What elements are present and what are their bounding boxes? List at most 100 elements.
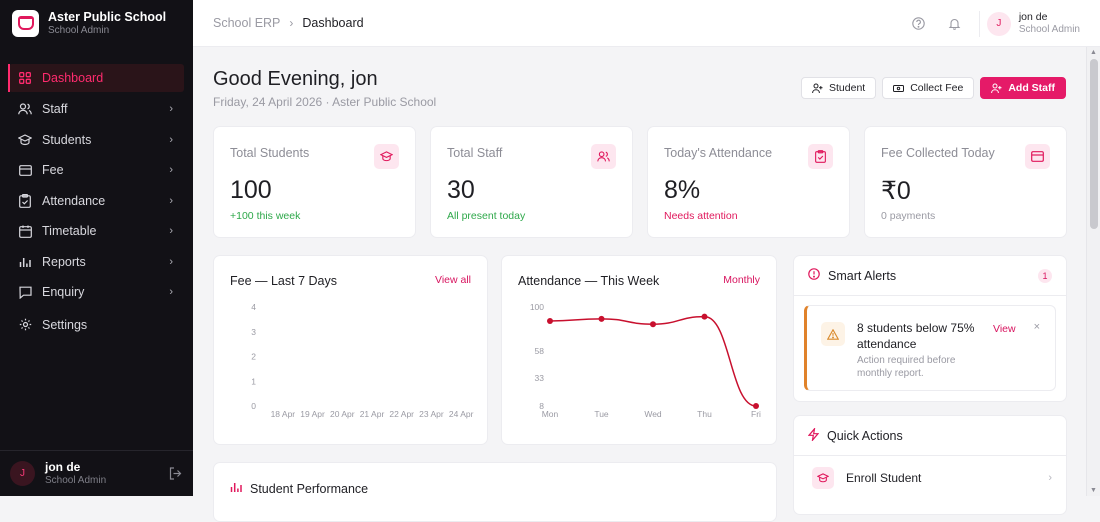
panel-title: Student Performance — [250, 481, 369, 496]
stat-card-fee[interactable]: Fee Collected Today ₹0 0 payments — [864, 126, 1067, 238]
sidebar-nav: Dashboard Staff › Students › Fee › — [0, 64, 193, 340]
brand-subtitle: School Admin — [48, 24, 110, 36]
clipboard-icon — [18, 193, 32, 208]
brand[interactable]: Aster Public School School Admin — [0, 0, 193, 46]
x-tick-label: 22 Apr — [389, 409, 414, 419]
y-tick-label: 100 — [530, 302, 544, 312]
scroll-up-icon[interactable]: ▲ — [1090, 49, 1097, 56]
stat-card-students[interactable]: Total Students 100 +100 this week — [213, 126, 416, 238]
fee-chart-panel: Fee — Last 7 Days View all 4 3 2 1 0 18 Apr 19… — [213, 255, 488, 445]
page-title: Good Evening, jon — [213, 68, 378, 90]
x-tick-label: 18 Apr — [271, 409, 296, 419]
credit-card-icon — [1025, 144, 1050, 169]
y-tick-label: 33 — [535, 373, 545, 383]
school-logo-icon — [12, 9, 39, 37]
smart-alerts-panel: Smart Alerts 1 8 students below 75% atte… — [793, 255, 1067, 402]
page-scrollbar[interactable]: ▲ ▼ — [1086, 47, 1100, 496]
x-tick-label: Thu — [697, 409, 712, 419]
sidebar-item-fee[interactable]: Fee › — [0, 155, 193, 186]
sidebar-item-enquiry[interactable]: Enquiry › — [0, 277, 193, 308]
y-tick-label: 8 — [539, 401, 544, 411]
x-tick-label: Wed — [644, 409, 662, 419]
x-tick-label: Tue — [594, 409, 609, 419]
chevron-right-icon: › — [169, 286, 173, 299]
alert-title: 8 students below 75% attendance — [857, 321, 975, 351]
users-icon — [18, 102, 32, 116]
alert-count-badge: 1 — [1038, 268, 1052, 283]
sidebar-item-settings[interactable]: Settings — [0, 310, 193, 341]
help-icon[interactable] — [911, 16, 927, 32]
x-tick-label: Mon — [542, 409, 559, 419]
collect-fee-button[interactable]: Collect Fee — [882, 77, 975, 99]
quick-actions-panel: Quick Actions Enroll Student › — [793, 415, 1067, 515]
alert-item: 8 students below 75% attendance Action r… — [804, 305, 1056, 391]
stat-label: Total Staff — [447, 146, 503, 160]
y-tick-label: 2 — [251, 352, 256, 362]
sidebar-item-label: Reports — [42, 254, 86, 269]
sidebar-item-label: Fee — [42, 163, 64, 178]
x-tick-label: 24 Apr — [449, 409, 474, 419]
message-icon — [18, 285, 32, 299]
scroll-thumb[interactable] — [1090, 59, 1098, 229]
panel-title: Quick Actions — [827, 428, 903, 443]
sidebar-item-attendance[interactable]: Attendance › — [0, 186, 193, 217]
chevron-right-icon: › — [169, 225, 173, 238]
sidebar-item-staff[interactable]: Staff › — [0, 94, 193, 125]
button-label: Collect Fee — [910, 82, 964, 94]
chevron-right-icon: › — [1048, 471, 1052, 484]
data-point — [753, 403, 759, 409]
avatar[interactable]: J — [10, 461, 35, 486]
avatar[interactable]: J — [986, 11, 1011, 36]
gear-icon — [18, 318, 32, 332]
button-label: Student — [829, 82, 866, 94]
sidebar-item-students[interactable]: Students › — [0, 125, 193, 156]
chevron-right-icon: › — [169, 103, 173, 116]
y-tick-label: 4 — [251, 302, 256, 312]
graduation-cap-icon — [812, 466, 834, 489]
sidebar-item-label: Students — [42, 132, 92, 147]
data-point — [650, 321, 656, 328]
view-all-link[interactable]: View all — [435, 274, 471, 286]
page-subtitle: Friday, 24 April 2026 · Aster Public Sch… — [213, 95, 437, 109]
topbar: School ERP › Dashboard J jon de School A… — [193, 0, 1100, 47]
sidebar-item-timetable[interactable]: Timetable › — [0, 216, 193, 247]
sidebar-item-dashboard[interactable]: Dashboard — [8, 64, 184, 92]
scroll-down-icon[interactable]: ▼ — [1090, 487, 1097, 494]
stat-note: 0 payments — [881, 210, 936, 222]
data-point — [598, 315, 605, 322]
user-plus-icon — [812, 83, 823, 94]
quick-action-enroll-student[interactable]: Enroll Student › — [794, 456, 1066, 499]
sidebar-item-label: Timetable — [42, 224, 97, 239]
users-icon — [591, 144, 616, 169]
x-tick-label: 19 Apr — [300, 409, 325, 419]
panel-title: Fee — Last 7 Days — [230, 274, 337, 288]
user-role: School Admin — [1018, 24, 1080, 35]
quick-actions-header: Quick Actions — [794, 416, 1066, 456]
bell-icon[interactable] — [947, 16, 963, 32]
attendance-chart-panel: Attendance — This Week Monthly 100 58 33 8 M… — [501, 255, 777, 445]
logout-icon[interactable] — [169, 466, 183, 481]
stat-label: Fee Collected Today — [881, 146, 995, 160]
main-content: Good Evening, jon Friday, 24 April 2026 … — [193, 47, 1086, 522]
monthly-link[interactable]: Monthly — [723, 274, 760, 286]
stat-value: ₹0 — [881, 177, 911, 205]
quick-action-label: Enroll Student — [846, 470, 922, 485]
y-tick-label: 3 — [251, 327, 256, 337]
stat-note: +100 this week — [230, 210, 301, 222]
stat-card-staff[interactable]: Total Staff 30 All present today — [430, 126, 633, 238]
close-icon[interactable]: × — [1033, 321, 1040, 333]
add-student-button[interactable]: Student — [801, 77, 877, 99]
sidebar-user: J jon de School Admin — [0, 450, 193, 496]
chevron-right-icon: › — [169, 133, 173, 146]
alert-view-link[interactable]: View — [993, 323, 1016, 335]
chevron-right-icon: › — [169, 194, 173, 207]
sidebar-item-reports[interactable]: Reports › — [0, 247, 193, 278]
stat-card-attendance[interactable]: Today's Attendance 8% Needs attention — [647, 126, 850, 238]
bar-chart-icon — [18, 255, 32, 269]
alert-description: Action required before monthly report. — [857, 355, 956, 379]
add-staff-button[interactable]: Add Staff — [980, 77, 1066, 99]
graduation-cap-icon — [374, 144, 399, 169]
sidebar-item-label: Enquiry — [42, 285, 85, 300]
breadcrumb-root[interactable]: School ERP — [213, 16, 281, 30]
